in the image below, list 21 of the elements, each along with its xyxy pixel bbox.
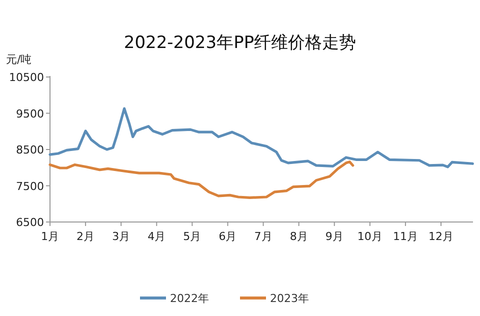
- x-tick-label: 12月: [428, 230, 454, 243]
- x-tick-label: 5月: [183, 230, 202, 243]
- y-axis-title: 元/吨: [6, 53, 32, 66]
- x-tick-label: 10月: [357, 230, 382, 243]
- x-tick-label: 9月: [325, 230, 344, 243]
- x-tick-label: 11月: [392, 230, 418, 243]
- x-tick-label: 2月: [76, 230, 95, 243]
- x-tick-label: 8月: [290, 230, 308, 243]
- x-tick-label: 3月: [112, 230, 130, 243]
- y-tick-label: 6500: [16, 216, 44, 229]
- x-tick-label: 4月: [148, 230, 166, 243]
- y-tick-label: 7500: [16, 180, 44, 193]
- y-tick-label: 10500: [9, 71, 44, 84]
- x-tick-label: 1月: [41, 230, 59, 243]
- legend-label: 2023年: [270, 292, 309, 305]
- x-tick-label: 7月: [254, 230, 272, 243]
- x-tick-label: 6月: [218, 230, 237, 243]
- chart-title: 2022-2023年PP纤维价格走势: [124, 33, 356, 53]
- y-tick-label: 9500: [16, 107, 44, 120]
- y-tick-label: 8500: [16, 144, 44, 156]
- legend-label: 2022年: [170, 292, 209, 305]
